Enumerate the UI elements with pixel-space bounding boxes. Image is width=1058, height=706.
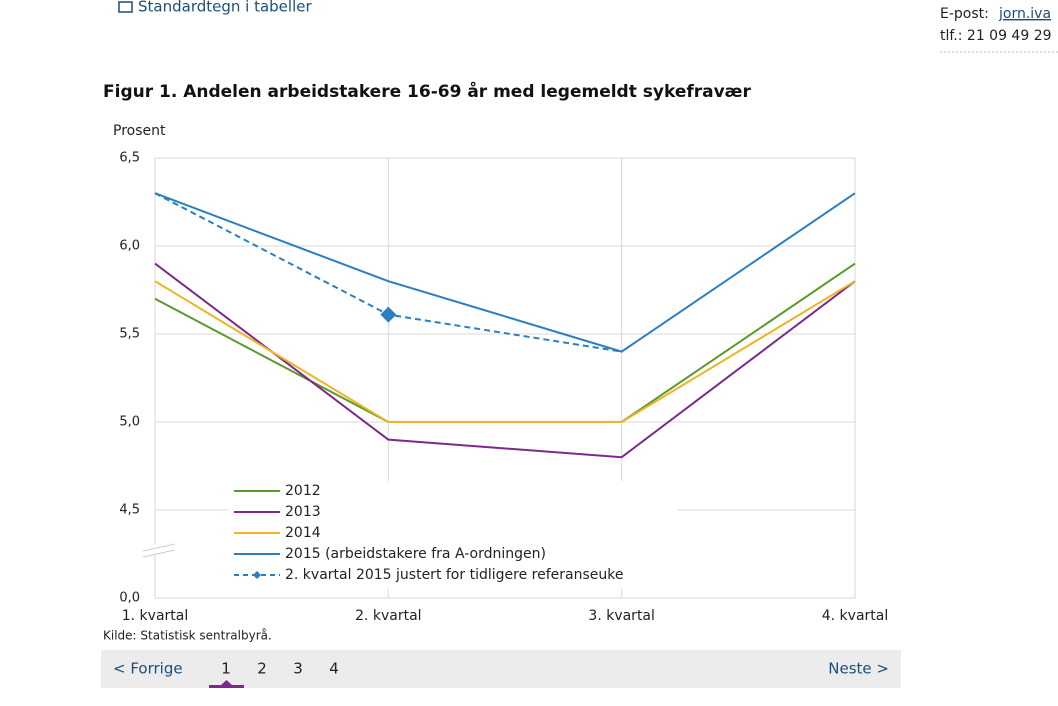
y-axis-label: Prosent [113, 123, 166, 139]
source: Kilde: Statistisk sentralbyrå. [103, 629, 272, 643]
series-line [154, 192, 856, 353]
legend-bg [228, 481, 678, 589]
standard-link[interactable]: Standardtegn i tabeller [118, 0, 312, 16]
email-label: E-post: [940, 6, 989, 22]
break-line [142, 549, 176, 558]
page-number[interactable]: 2 [257, 660, 267, 678]
lines [154, 192, 856, 459]
y-tick-label: 6,5 [119, 151, 140, 166]
axis-break [142, 543, 176, 558]
page-number[interactable]: 1 [221, 660, 231, 678]
export-icon [118, 1, 133, 13]
y-tick-label: 5,5 [119, 327, 140, 342]
page-number[interactable]: 3 [293, 660, 303, 678]
legend-label: 2. kvartal 2015 justert for tidligere re… [285, 567, 623, 583]
x-tick-label: 2. kvartal [355, 608, 422, 624]
legend: 2012 2013 2014 2015 (arbeidstakere fra A-or… [234, 483, 623, 583]
y-tick-label: 6,0 [119, 239, 140, 254]
pages: 1 2 3 4 [221, 660, 339, 678]
legend-marker [253, 571, 261, 579]
legend-label: 2012 [285, 483, 321, 499]
break-gap [143, 545, 175, 555]
diamond-marker [380, 306, 397, 323]
y-tick-label: 4,5 [119, 503, 140, 518]
y-tick-label: 5,0 [119, 415, 140, 430]
y-tick-label: 0,0 [119, 591, 140, 606]
active-indicator [209, 685, 244, 688]
x-tick-label: 1. kvartal [122, 608, 189, 624]
prev[interactable]: < Forrige [113, 660, 183, 678]
link-text[interactable]: Standardtegn i tabeller [138, 0, 312, 16]
email-link[interactable]: jorn.iva [998, 6, 1051, 22]
series-line [154, 280, 856, 423]
legend-label: 2015 (arbeidstakere fra A-ordningen) [285, 546, 546, 562]
phone: tlf.: 21 09 49 29 [940, 28, 1052, 44]
x-tick-label: 4. kvartal [822, 608, 889, 624]
break-line [142, 543, 176, 552]
next[interactable]: Neste > [828, 660, 889, 678]
legend-label: 2013 [285, 504, 321, 520]
chart-title: Figur 1. Andelen arbeidstakere 16-69 år … [103, 80, 751, 102]
series-line [154, 262, 856, 459]
pagination-bar [101, 650, 901, 688]
page-number[interactable]: 4 [329, 660, 339, 678]
legend-label: 2014 [285, 525, 321, 541]
grid: 0,0 4,5 5,0 5,5 6,0 6,5 1. kvartal 2. kvartal 3.… [119, 151, 888, 625]
active-arrow [221, 680, 232, 685]
x-tick-label: 3. kvartal [588, 608, 655, 624]
